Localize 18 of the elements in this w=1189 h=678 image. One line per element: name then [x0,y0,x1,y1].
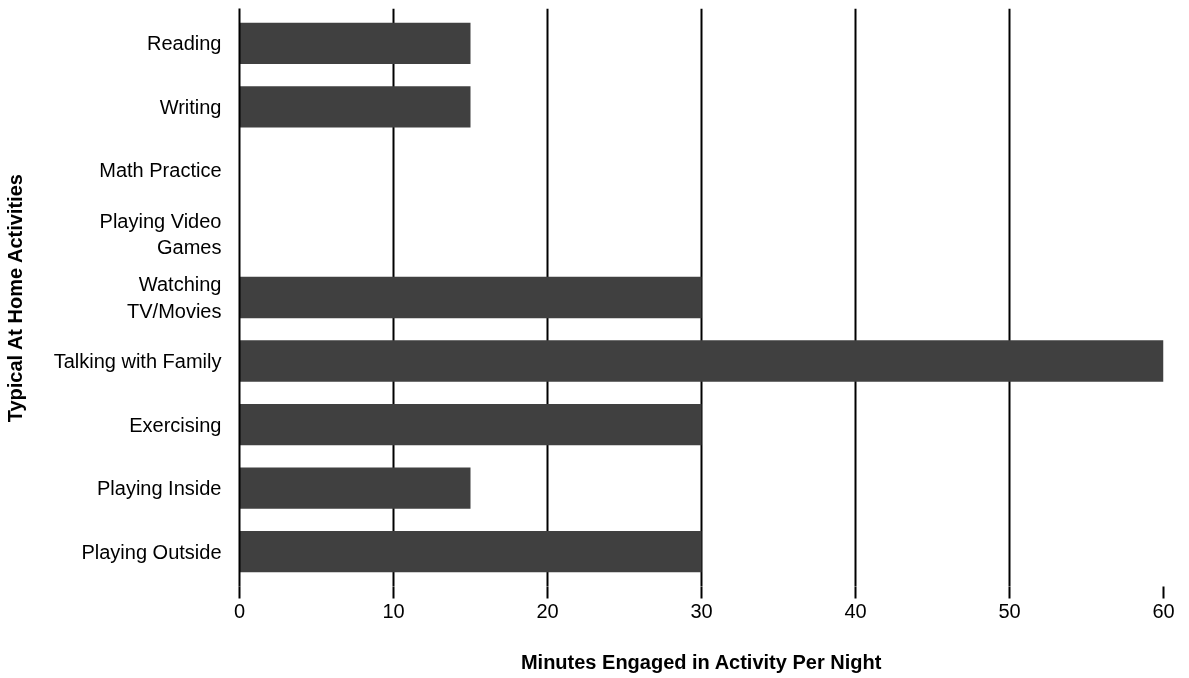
y-tick-label: Talking with Family [53,350,222,373]
x-tick-label: 20 [536,599,559,622]
x-tick-label: 60 [1152,599,1175,622]
y-tick-label: Reading [147,32,222,55]
y-tick-label: Watching TV/Movies [127,273,222,322]
x-tick-label: 0 [233,599,246,622]
y-tick-label: Writing [159,95,222,118]
y-axis-title: Typical At Home Activities [3,174,26,423]
y-tick-label: Playing Outside [81,540,222,563]
y-tick-label: Math Practice [99,159,222,182]
x-tick-label: 30 [690,599,713,622]
y-tick-label: Playing Video Games [99,209,222,259]
y-tick-label: Exercising [129,413,222,436]
x-tick-label: 10 [382,599,405,622]
x-tick-label: 50 [998,599,1021,622]
x-tick-label: 40 [844,599,867,622]
x-axis-title: Minutes Engaged in Activity Per Night [520,650,882,673]
y-tick-label: Playing Inside [96,477,222,500]
